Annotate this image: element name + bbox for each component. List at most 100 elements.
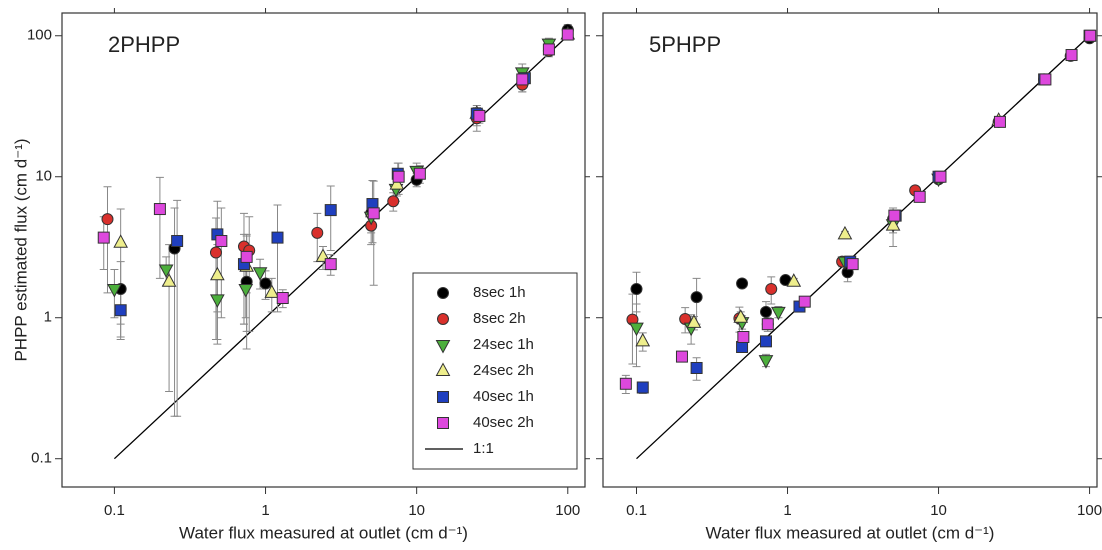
point (993, 115, 1006, 128)
point (736, 340, 749, 353)
point (171, 235, 184, 248)
error-bar (326, 185, 335, 251)
legend-text: 8sec 2h (473, 310, 526, 327)
legend-marker (437, 287, 449, 299)
point (264, 284, 280, 298)
point (675, 350, 688, 363)
point (758, 355, 774, 369)
legend-marker (435, 340, 451, 354)
plot-area (619, 29, 1097, 460)
point (324, 204, 337, 217)
legend-marker (437, 391, 449, 403)
point (635, 332, 651, 347)
point (885, 217, 901, 231)
reference-line (636, 35, 1091, 460)
point (733, 309, 749, 323)
point (413, 167, 426, 180)
y-axis-label: PHPP estimated flux (cm d⁻¹) (11, 138, 30, 361)
point (630, 282, 643, 295)
plot-area (97, 23, 576, 460)
point (153, 203, 166, 216)
point (161, 273, 177, 287)
plot-frame (602, 12, 1098, 488)
point (759, 305, 772, 318)
point (276, 292, 289, 305)
point (238, 283, 254, 298)
point (215, 235, 228, 248)
point (737, 330, 750, 343)
panel-title: 2PHPP (108, 32, 180, 57)
legend-marker (437, 313, 449, 325)
legend-text: 24sec 2h (473, 362, 534, 379)
point (629, 322, 644, 337)
legend-text: 24sec 1h (473, 336, 534, 353)
point (837, 225, 853, 240)
y-tick-label: 1 (44, 309, 52, 326)
point (761, 318, 774, 331)
legend-marker (437, 417, 449, 429)
y-tick-label: 100 (27, 27, 52, 44)
x-axis-label: Water flux measured at outlet (cm d⁻¹) (179, 523, 468, 542)
point (114, 304, 127, 317)
point (101, 213, 114, 226)
legend-text: 40sec 2h (473, 414, 534, 431)
point (210, 266, 225, 281)
y-tick-label: 0.1 (31, 450, 52, 467)
point (324, 258, 337, 271)
legend-text: 1:1 (473, 440, 494, 457)
legend-text: 40sec 1h (473, 388, 534, 405)
panel-title: 5PHPP (649, 32, 721, 57)
x-tick-label: 10 (930, 502, 947, 519)
point (389, 176, 405, 190)
reference-line (113, 35, 569, 460)
point (209, 246, 222, 259)
point (240, 250, 253, 263)
point (1039, 73, 1052, 86)
point (765, 282, 778, 295)
point (771, 306, 786, 321)
point (473, 109, 486, 122)
plot-frame (61, 12, 586, 488)
x-tick-label: 100 (1077, 502, 1102, 519)
point (686, 314, 702, 328)
point (636, 381, 649, 394)
legend-marker (435, 362, 451, 376)
point (113, 234, 129, 248)
x-tick-label: 10 (408, 502, 425, 519)
point (97, 231, 110, 244)
point (913, 190, 926, 203)
point (210, 294, 225, 308)
point (158, 264, 174, 278)
x-axis-label: Water flux measured at outlet (cm d⁻¹) (706, 523, 995, 542)
point (107, 283, 122, 298)
point (619, 377, 632, 390)
point (1065, 49, 1078, 62)
point (387, 195, 400, 208)
point (786, 273, 802, 287)
error-bar (155, 176, 164, 279)
point (1084, 29, 1097, 42)
point (736, 277, 749, 290)
point (798, 295, 811, 308)
legend-text: 8sec 1h (473, 284, 526, 301)
point (259, 277, 272, 290)
x-tick-label: 0.1 (626, 502, 647, 519)
point (311, 226, 324, 239)
point (690, 361, 703, 374)
x-tick-label: 100 (555, 502, 580, 519)
point (690, 291, 703, 304)
point (516, 73, 529, 86)
x-tick-label: 0.1 (104, 502, 125, 519)
y-tick-label: 10 (35, 168, 52, 185)
point (252, 267, 268, 281)
point (392, 170, 405, 183)
point (888, 209, 901, 222)
point (542, 43, 555, 56)
point (759, 335, 772, 348)
point (561, 28, 574, 41)
point (271, 231, 284, 244)
point (367, 207, 380, 220)
x-tick-label: 1 (783, 502, 791, 519)
x-tick-label: 1 (261, 502, 269, 519)
